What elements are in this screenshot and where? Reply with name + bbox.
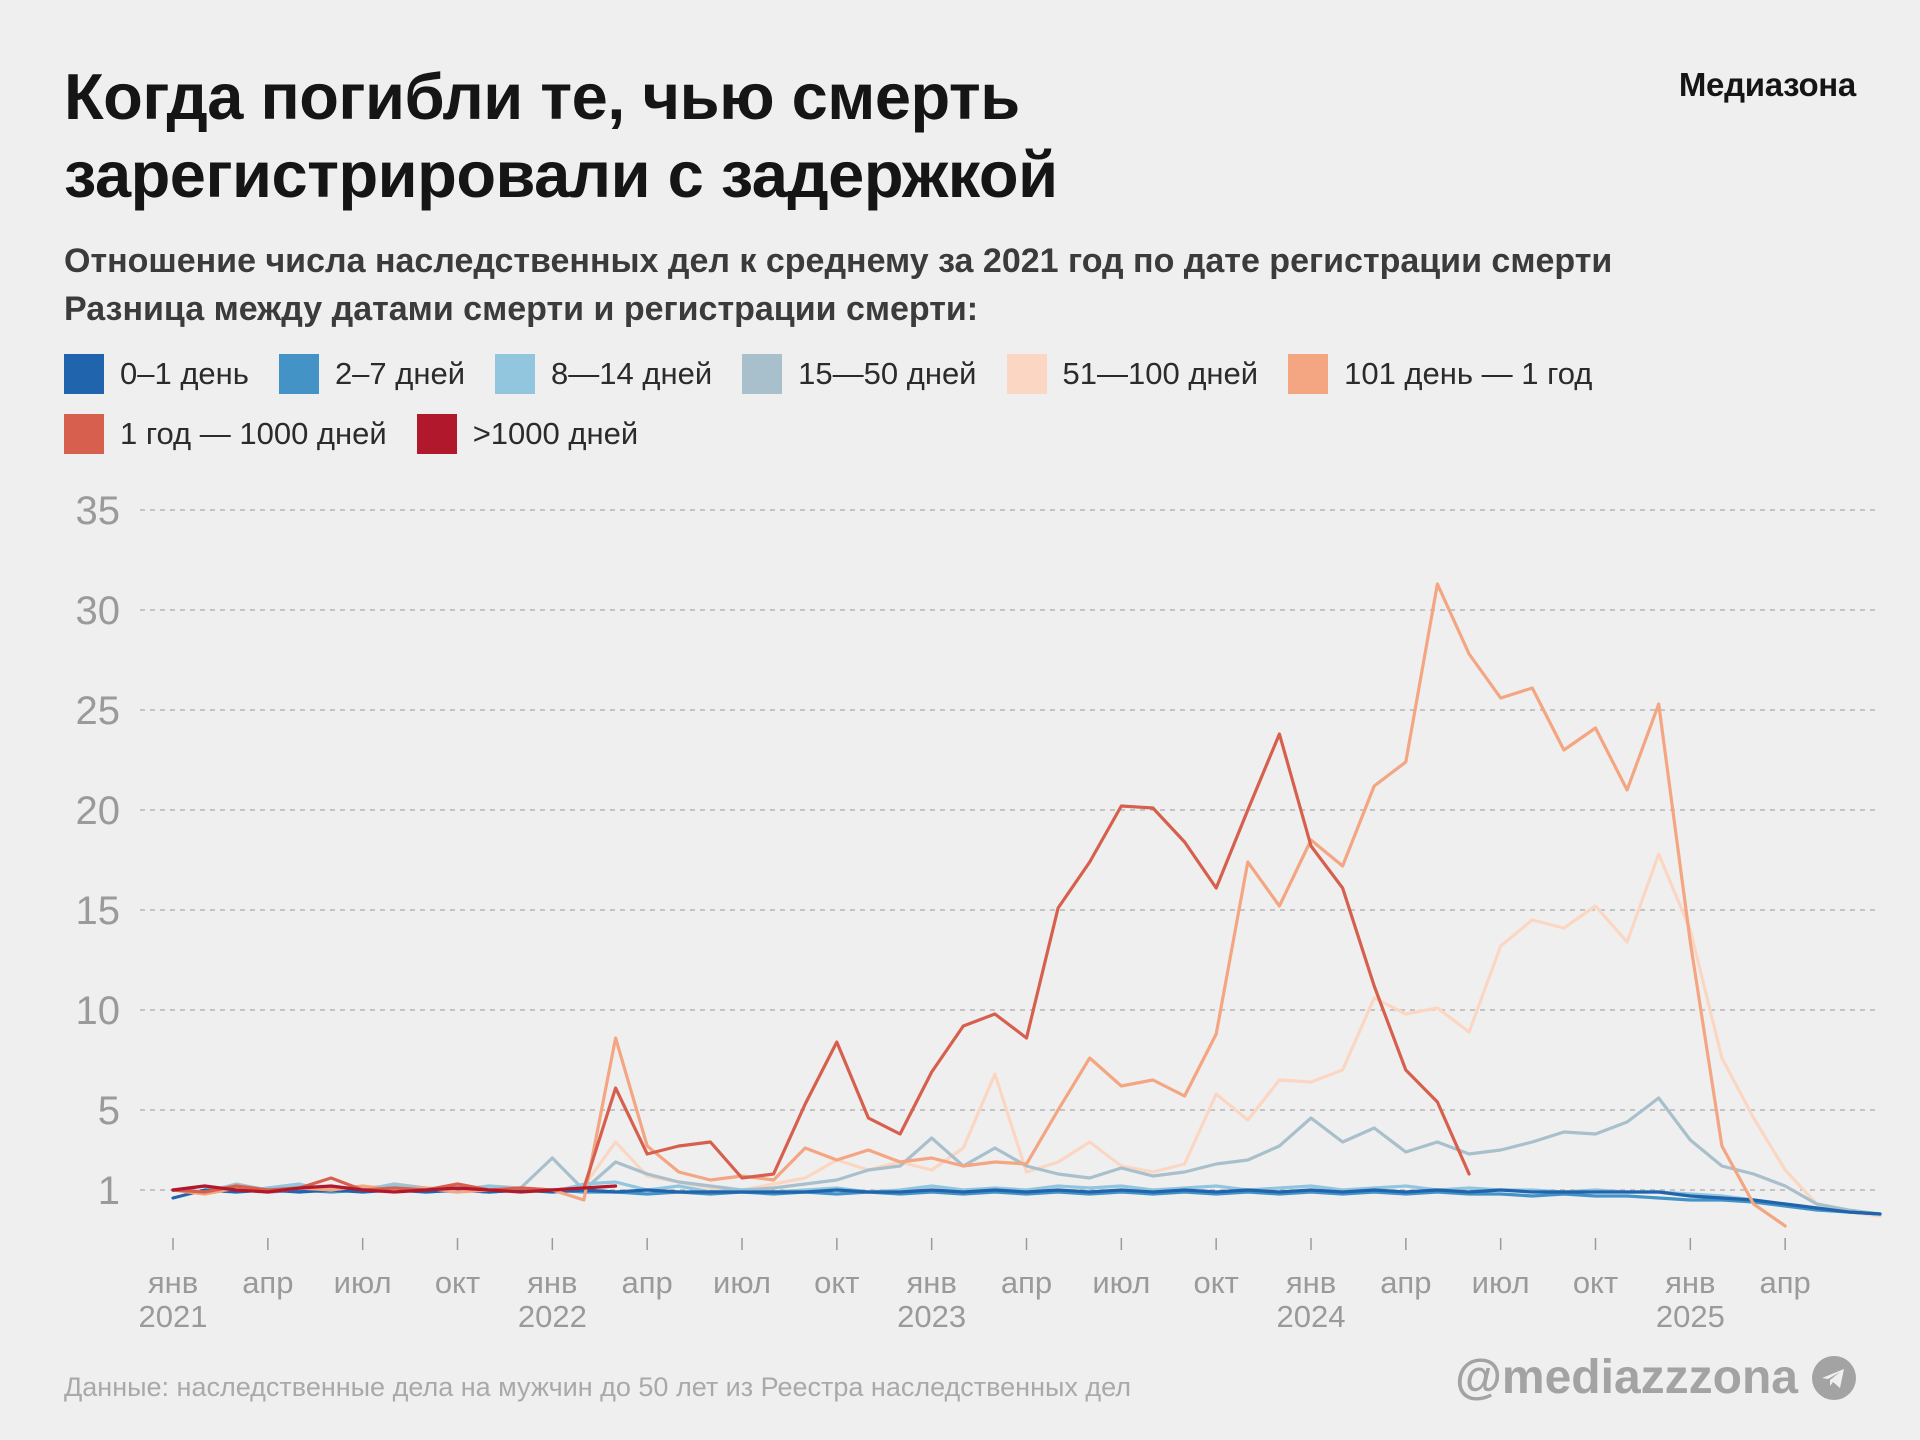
x-tick-year: 2025 — [1656, 1299, 1725, 1334]
brand-logo: Медиазона — [1678, 66, 1856, 103]
legend: 0–1 день 2–7 дней 8—14 дней 15—50 дней 51—10… — [64, 354, 1864, 454]
legend-swatch — [64, 354, 104, 394]
y-tick-label: 20 — [76, 789, 121, 833]
legend-item: >1000 дней — [416, 414, 639, 454]
x-tick-month: янв — [906, 1265, 956, 1300]
legend-label: 101 день — 1 год — [1344, 356, 1593, 391]
x-tick-month: окт — [1573, 1265, 1618, 1300]
legend-label: 1 год — 1000 дней — [120, 416, 387, 451]
legend-item: 2–7 дней — [278, 354, 466, 394]
legend-item: 0–1 день — [64, 354, 249, 394]
x-tick-month: окт — [435, 1265, 480, 1300]
legend-swatch — [64, 414, 104, 454]
legend-label: 8—14 дней — [551, 356, 713, 391]
legend-item: 51—100 дней — [1006, 354, 1259, 394]
legend-swatch — [495, 354, 536, 394]
x-tick-month: янв — [1286, 1265, 1336, 1300]
x-tick-month: янв — [527, 1265, 577, 1300]
series-line — [171, 1188, 1882, 1216]
legend-label: 51—100 дней — [1062, 356, 1259, 391]
series-line — [171, 582, 1787, 1228]
x-tick-month: апр — [242, 1265, 293, 1300]
x-tick-month: июл — [1472, 1265, 1530, 1300]
legend-label: 0–1 день — [120, 356, 249, 391]
legend-label: >1000 дней — [472, 416, 639, 451]
x-tick-month: янв — [1665, 1265, 1715, 1300]
y-tick-label: 30 — [76, 589, 121, 633]
legend-item: 1 год — 1000 дней — [64, 414, 387, 454]
series-line — [171, 732, 1471, 1194]
x-tick-month: янв — [148, 1265, 198, 1300]
legend-label: 2–7 дней — [334, 356, 466, 391]
legend-item: 8—14 дней — [495, 354, 712, 394]
y-tick-label: 1 — [98, 1169, 120, 1213]
x-tick-month: июл — [334, 1265, 392, 1300]
x-tick-month: апр — [1760, 1265, 1811, 1300]
chart-subtitle-legend-caption: Разница между датами смерти и регистраци… — [64, 290, 979, 328]
chart-subtitle: Отношение числа наследственных дел к сре… — [64, 242, 1613, 280]
legend-item: 101 день — 1 год — [1288, 354, 1592, 394]
x-tick-month: апр — [1380, 1265, 1431, 1300]
telegram-icon — [1812, 1355, 1856, 1400]
y-tick-label: 5 — [98, 1089, 120, 1133]
legend-swatch — [1288, 354, 1329, 394]
handle-text: @mediazzzona — [1455, 1351, 1798, 1404]
legend-swatch — [1006, 354, 1047, 394]
legend-swatch — [742, 354, 783, 394]
x-tick-year: 2024 — [1277, 1299, 1346, 1334]
x-tick-month: июл — [1092, 1265, 1150, 1300]
x-tick-year: 2022 — [518, 1299, 587, 1334]
x-tick-month: апр — [622, 1265, 673, 1300]
x-tick-month: апр — [1001, 1265, 1052, 1300]
y-tick-label: 25 — [76, 689, 121, 733]
x-tick-year: 2021 — [139, 1299, 208, 1334]
y-tick-label: 35 — [76, 489, 121, 533]
source-note: Данные: наследственные дела на мужчин до… — [64, 1372, 1132, 1402]
x-tick-month: окт — [814, 1265, 859, 1300]
series-line — [171, 852, 1882, 1218]
legend-swatch — [278, 354, 319, 394]
x-tick-month: июл — [713, 1265, 771, 1300]
chart-title: Когда погибли те, чью смерть зарегистрир… — [64, 60, 1058, 211]
social-handle[interactable]: @mediazzzona — [1455, 1350, 1856, 1405]
y-tick-label: 15 — [76, 889, 121, 933]
legend-swatch — [416, 414, 457, 454]
legend-label: 15—50 дней — [798, 356, 977, 391]
x-tick-month: окт — [1193, 1265, 1238, 1300]
y-tick-label: 10 — [76, 989, 121, 1033]
legend-item: 15—50 дней — [742, 354, 977, 394]
x-tick-year: 2023 — [897, 1299, 966, 1334]
